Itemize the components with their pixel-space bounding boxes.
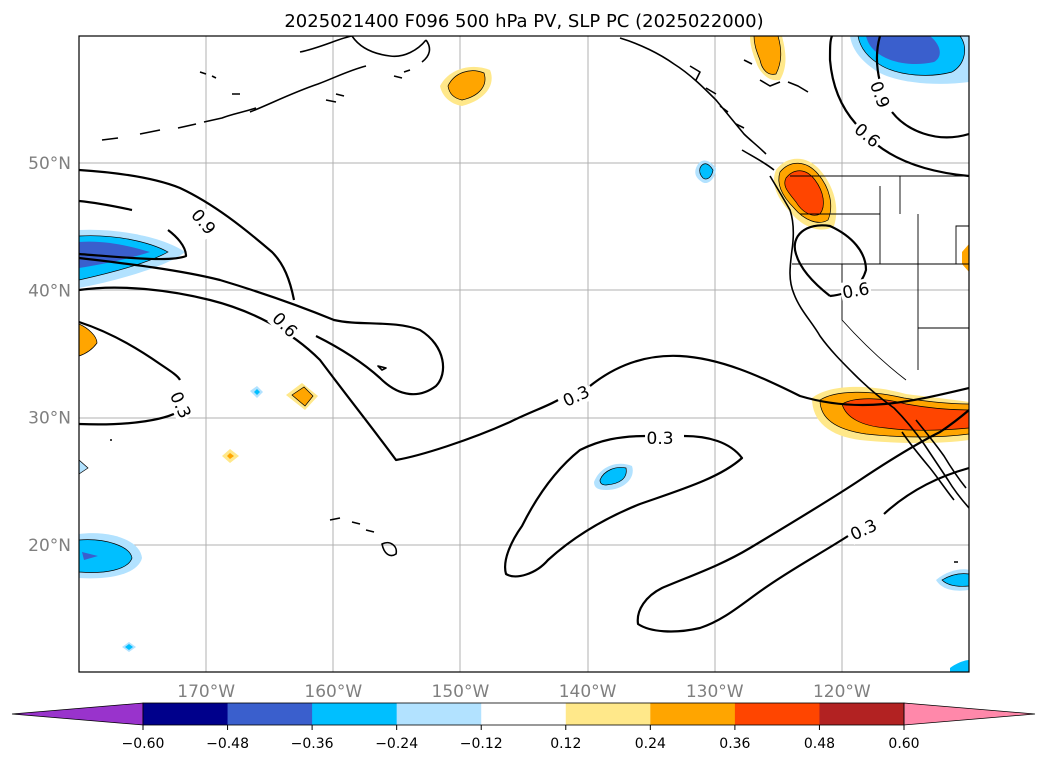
colorbar-bin bbox=[819, 703, 905, 725]
contour-label-bg bbox=[267, 307, 303, 343]
colorbar-tick-label: −0.36 bbox=[291, 736, 334, 752]
lat-label-50: 50°N bbox=[28, 154, 71, 174]
pv-positive-125w-58n-core bbox=[753, 36, 782, 75]
pv-positive-150w-56n-core bbox=[447, 70, 486, 101]
colorbar: −0.60 −0.48 −0.36 −0.24 −0.12 0.12 0.24 0.36 0.4… bbox=[11, 702, 1036, 752]
coast-west-us bbox=[741, 149, 969, 509]
lat-label-30: 30°N bbox=[28, 409, 71, 429]
lon-label-170: 170°W bbox=[177, 682, 235, 702]
pv-shading bbox=[79, 36, 969, 672]
contour-0.3-west bbox=[79, 286, 969, 462]
lon-label-160: 160°W bbox=[304, 682, 362, 702]
pv-negative-138w-26n-core bbox=[599, 467, 627, 486]
contour-label-bg bbox=[645, 427, 676, 448]
contour-label: 0.3 bbox=[647, 429, 674, 449]
slp-contours bbox=[79, 36, 969, 633]
map-background bbox=[79, 36, 969, 672]
colorbar-tick-label: 0.60 bbox=[888, 736, 919, 752]
lon-label-140: 140°W bbox=[559, 682, 617, 702]
pv-positive-west-36n bbox=[79, 323, 98, 357]
lon-label-120: 120°W bbox=[813, 682, 871, 702]
coast-hawaii bbox=[329, 517, 398, 557]
colorbar-tick-label: −0.24 bbox=[375, 736, 418, 752]
graticule bbox=[79, 36, 969, 672]
pv-positive-socal-31n-core bbox=[841, 398, 969, 431]
pv-negative-west-20n-inner bbox=[82, 552, 98, 560]
lon-label-130: 130°W bbox=[686, 682, 744, 702]
colorbar-tick-label: 0.24 bbox=[635, 736, 666, 752]
colorbar-tick-label: 0.12 bbox=[550, 736, 581, 752]
colorbar-bin bbox=[734, 703, 820, 725]
pv-negative-west-20n-core bbox=[79, 539, 133, 573]
lon-label-150: 150°W bbox=[432, 682, 490, 702]
contour-label-bg bbox=[845, 514, 882, 545]
colorbar-outline bbox=[142, 702, 905, 726]
map-content: 0.90.60.3 0.30.30.30.60.60.9 bbox=[79, 36, 969, 672]
contour-label-bg bbox=[849, 117, 886, 153]
contour-0.3-inner-loop bbox=[504, 434, 744, 578]
colorbar-tick-label: −0.12 bbox=[460, 736, 503, 752]
colorbar-bin bbox=[312, 703, 398, 725]
contour-label-bg bbox=[558, 380, 594, 412]
pv-negative-131w-49n-core bbox=[699, 163, 714, 180]
colorbar-bin bbox=[650, 703, 736, 725]
contour-0.3-south bbox=[636, 409, 969, 633]
figure-title: 2025021400 F096 500 hPa PV, SLP PC (2025… bbox=[284, 11, 763, 32]
lat-label-40: 40°N bbox=[28, 281, 71, 301]
colorbar-tick-label: 0.48 bbox=[804, 736, 835, 752]
contour-0.6-west bbox=[79, 168, 445, 396]
border-states bbox=[792, 176, 969, 381]
pv-negative-ne-corner-inner bbox=[866, 36, 940, 64]
colorbar-bin bbox=[481, 703, 567, 725]
coast-baja bbox=[901, 419, 967, 501]
colorbar-bin bbox=[143, 703, 229, 725]
contour-label-bg bbox=[865, 76, 895, 113]
pv-negative-se-10n bbox=[950, 660, 969, 672]
contour-0.6-ne bbox=[828, 36, 969, 178]
latitude-labels: 50°N 40°N 30°N 20°N bbox=[28, 154, 71, 556]
coast-aleutian-islands bbox=[199, 69, 411, 103]
coast-bc-alaska-panhandle bbox=[619, 37, 809, 155]
longitude-labels: 170°W 160°W 150°W 140°W 130°W 120°W bbox=[177, 682, 871, 702]
map-frame bbox=[78, 35, 970, 673]
contour-0.9-west bbox=[79, 199, 188, 261]
colorbar-bin bbox=[396, 703, 482, 725]
pv-positive-162w-31n-core bbox=[291, 386, 314, 407]
pv-negative-west-43n-inner bbox=[79, 241, 150, 268]
pv-negative-west-26n bbox=[79, 459, 89, 475]
lat-label-20: 20°N bbox=[28, 536, 71, 556]
contour-label: 0.6 bbox=[841, 279, 871, 303]
pv-positive-east-43n bbox=[962, 244, 969, 272]
colorbar-extend-max bbox=[903, 702, 1036, 726]
pv-negative-166w-12n-core bbox=[125, 644, 133, 650]
contour-label-bg bbox=[839, 277, 873, 303]
colorbar-tick-label: 0.36 bbox=[719, 736, 750, 752]
pv-negative-165w-31n-core bbox=[254, 389, 260, 395]
coast-alaska bbox=[101, 36, 431, 141]
coastlines bbox=[101, 36, 969, 563]
colorbar-tick-label: −0.48 bbox=[206, 736, 249, 752]
coast-small-islands bbox=[110, 365, 958, 563]
colorbar-tick-label: −0.60 bbox=[122, 736, 165, 752]
contour-label-bg bbox=[165, 387, 197, 423]
pv-positive-168w-27n-core bbox=[227, 453, 234, 459]
colorbar-extend-min bbox=[11, 702, 144, 726]
colorbar-bin bbox=[565, 703, 651, 725]
pv-negative-se-18n-core bbox=[941, 573, 969, 587]
contour-0.9-ne bbox=[875, 36, 969, 139]
colorbar-bin bbox=[227, 703, 313, 725]
contour-label-bg bbox=[186, 203, 221, 240]
